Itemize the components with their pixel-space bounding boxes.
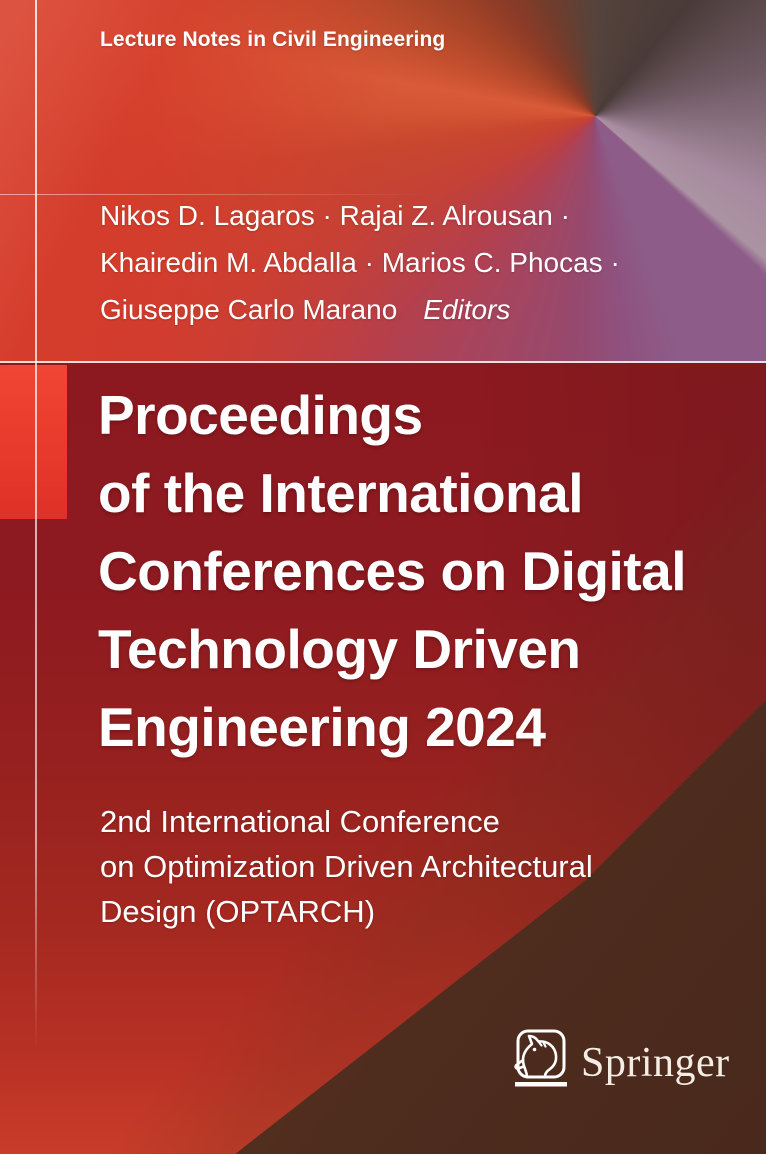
- horizontal-rule-faint: [0, 194, 430, 195]
- author-line: Giuseppe Carlo Marano Editors: [100, 286, 620, 333]
- title-line: Engineering 2024: [98, 696, 546, 758]
- book-subtitle: 2nd International Conference on Optimiza…: [100, 799, 593, 934]
- subtitle-line: Design (OPTARCH): [100, 894, 376, 929]
- background-top-facets: [0, 0, 766, 363]
- author-line: Khairedin M. Abdalla · Marios C. Phocas …: [100, 247, 620, 278]
- author-name: Giuseppe Carlo Marano: [100, 294, 398, 325]
- horizontal-rule: [0, 361, 766, 363]
- editors-label: Editors: [423, 294, 511, 325]
- series-title: Lecture Notes in Civil Engineering: [100, 28, 446, 51]
- title-line: Conferences on Digital: [98, 540, 686, 602]
- accent-square: [0, 365, 67, 519]
- springer-horse-icon: [514, 1029, 567, 1087]
- book-title: Proceedings of the International Confere…: [98, 376, 686, 766]
- vertical-rule: [35, 0, 37, 1048]
- authors-block: Nikos D. Lagaros · Rajai Z. Alrousan · K…: [100, 192, 620, 333]
- title-line: Technology Driven: [98, 618, 581, 680]
- title-line: Proceedings: [98, 384, 423, 446]
- publisher-logo: Springer: [503, 1028, 730, 1092]
- subtitle-line: 2nd International Conference: [100, 804, 500, 839]
- author-line: Nikos D. Lagaros · Rajai Z. Alrousan ·: [100, 200, 570, 231]
- subtitle-line: on Optimization Driven Architectural: [100, 849, 593, 884]
- title-line: of the International: [98, 462, 583, 524]
- publisher-name: Springer: [581, 1040, 730, 1086]
